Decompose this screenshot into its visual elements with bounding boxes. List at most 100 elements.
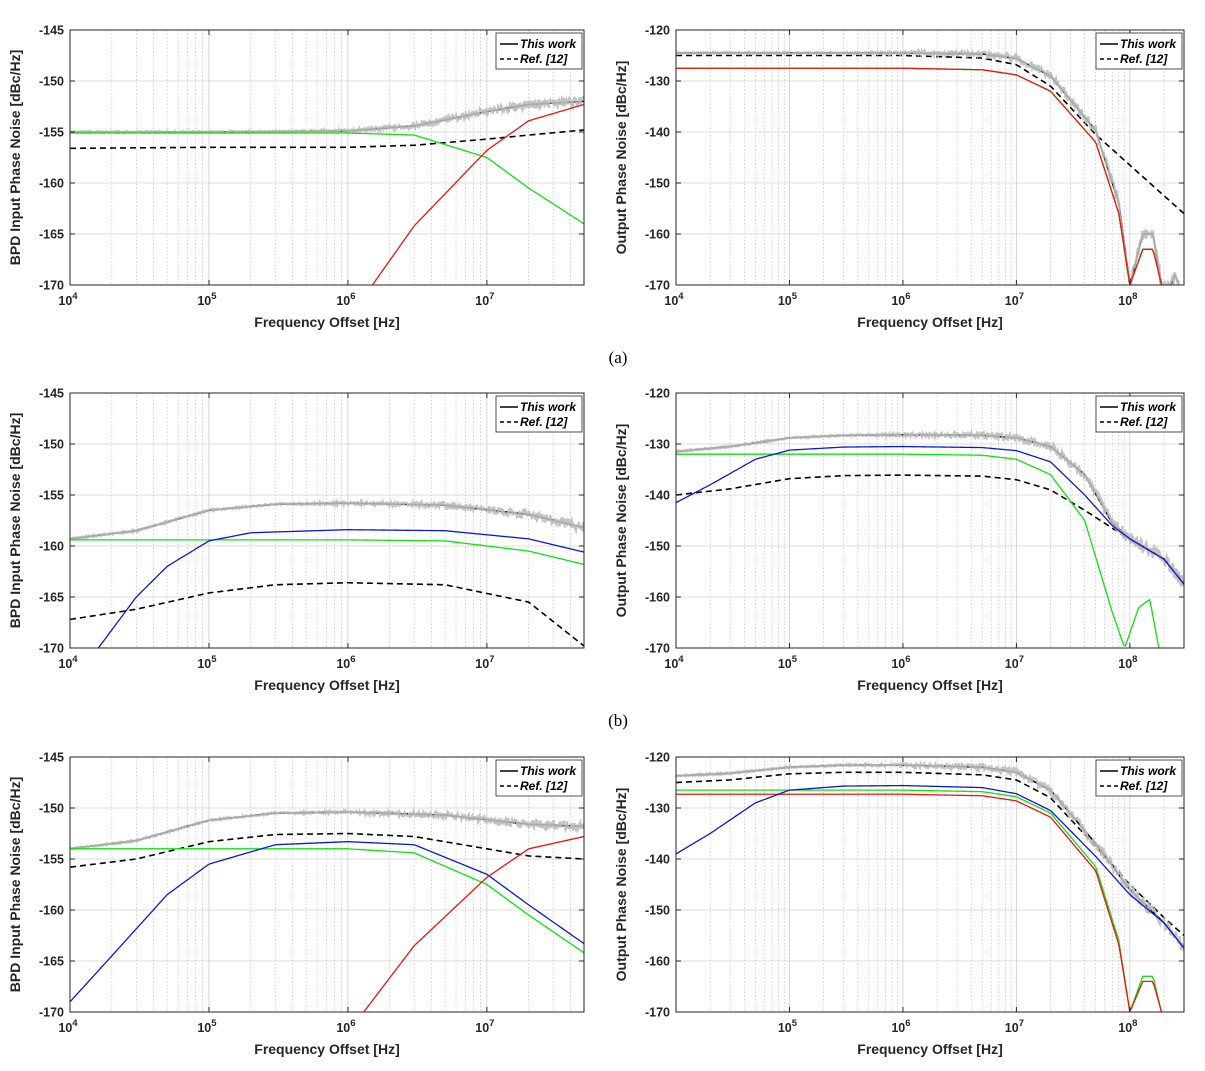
series-measured-noise <box>70 497 584 541</box>
legend-box <box>1095 32 1183 70</box>
y-tick-label: -155 <box>39 126 64 140</box>
y-axis-label: Output Phase Noise [dBc/Hz] <box>613 61 629 255</box>
y-tick-label: -145 <box>39 387 64 401</box>
y-tick-label: -130 <box>645 438 670 452</box>
grid <box>676 757 1184 1012</box>
y-tick-label: -170 <box>645 642 670 656</box>
series-red-line <box>363 835 584 1012</box>
x-tick-label: 106 <box>336 291 355 308</box>
x-tick-label: 106 <box>891 1018 910 1035</box>
y-tick-label: -140 <box>645 489 670 503</box>
legend-label: This work <box>1120 400 1177 414</box>
grid <box>676 30 1184 285</box>
x-tick-label: 104 <box>58 654 78 671</box>
x-tick-label: 104 <box>58 1018 78 1035</box>
y-tick-label: -150 <box>39 438 64 452</box>
series-red-line <box>371 103 584 285</box>
y-axis-label: Output Phase Noise [dBc/Hz] <box>613 788 629 982</box>
plot-area <box>70 393 584 648</box>
series-measured-noise <box>676 47 1180 285</box>
y-tick-label: -140 <box>645 853 670 867</box>
legend-label: Ref. [12] <box>1120 52 1168 66</box>
plot-area <box>676 757 1184 1012</box>
axes-frame <box>675 29 1185 286</box>
series-ref-12-line <box>70 832 584 868</box>
y-tick-label: -160 <box>39 177 64 191</box>
x-tick-label: 108 <box>1118 1018 1137 1035</box>
legend-label: Ref. [12] <box>520 779 568 793</box>
y-tick-label: -165 <box>39 228 64 242</box>
x-tick-label: 105 <box>778 291 798 308</box>
series-ref-12-line <box>70 129 584 150</box>
series-red-line <box>676 67 1163 285</box>
plot-area <box>70 30 584 285</box>
y-tick-label: -130 <box>645 75 670 89</box>
x-tick-label: 108 <box>1118 291 1137 308</box>
series-ref-12-line <box>676 474 1184 583</box>
x-axis-label: Frequency Offset [Hz] <box>857 1041 1002 1057</box>
legend-label: Ref. [12] <box>520 415 568 429</box>
legend-box <box>1095 759 1183 797</box>
legend-label: This work <box>1120 764 1177 778</box>
series-ref-12-line <box>70 581 584 647</box>
y-tick-label: -160 <box>645 228 670 242</box>
legend-label: This work <box>520 37 577 51</box>
x-axis-label: Frequency Offset [Hz] <box>857 677 1002 693</box>
series-green-line <box>676 789 1163 1012</box>
y-tick-label: -155 <box>39 489 64 503</box>
y-tick-label: -150 <box>645 177 670 191</box>
y-axis-label: Output Phase Noise [dBc/Hz] <box>613 424 629 618</box>
series-red-line <box>676 793 1163 1012</box>
series-group <box>70 94 584 285</box>
x-tick-label: 105 <box>778 1018 798 1035</box>
x-tick-label: 105 <box>197 291 217 308</box>
series-green-line <box>70 539 584 565</box>
series-blue-line <box>97 529 584 648</box>
y-tick-label: -160 <box>39 540 64 554</box>
y-tick-label: -170 <box>39 1006 64 1020</box>
grid <box>70 393 584 648</box>
legend-box <box>1095 395 1183 433</box>
x-tick-label: 105 <box>778 654 798 671</box>
x-tick-label: 107 <box>1005 291 1024 308</box>
y-tick-label: -160 <box>645 955 670 969</box>
x-tick-label: 108 <box>1118 654 1137 671</box>
x-tick-label: 105 <box>197 654 217 671</box>
y-tick-label: -120 <box>645 24 670 38</box>
legend-box <box>495 395 583 433</box>
axes-frame <box>69 392 585 649</box>
x-tick-label: 104 <box>664 291 684 308</box>
series-group <box>70 807 584 1012</box>
panel-c-right: -120 -130 -140 -150 -160 -170 105 106 107 108 Freq… <box>613 751 1185 1057</box>
series-blue-line <box>70 841 584 1003</box>
grid <box>70 757 584 1012</box>
legend-label: This work <box>520 764 577 778</box>
series-green-line <box>70 132 584 225</box>
series-group <box>70 497 584 648</box>
y-tick-label: -170 <box>39 279 64 293</box>
x-tick-label: 105 <box>197 1018 217 1035</box>
x-axis-label: Frequency Offset [Hz] <box>857 314 1002 330</box>
y-tick-label: -165 <box>39 591 64 605</box>
series-blue-line <box>676 445 1184 585</box>
y-tick-label: -160 <box>39 904 64 918</box>
y-tick-label: -145 <box>39 24 64 38</box>
caption-a: (a) <box>609 348 628 367</box>
x-tick-label: 107 <box>1005 1018 1024 1035</box>
y-tick-label: -170 <box>39 642 64 656</box>
y-tick-label: -150 <box>645 540 670 554</box>
x-tick-label: 106 <box>891 291 910 308</box>
series-measured-noise <box>676 428 1184 587</box>
legend-label: This work <box>520 400 577 414</box>
y-tick-label: -170 <box>645 1006 670 1020</box>
series-group <box>676 47 1184 285</box>
x-axis-label: Frequency Offset [Hz] <box>254 314 399 330</box>
x-axis-label: Frequency Offset [Hz] <box>254 1041 399 1057</box>
x-tick-label: 107 <box>1005 654 1024 671</box>
